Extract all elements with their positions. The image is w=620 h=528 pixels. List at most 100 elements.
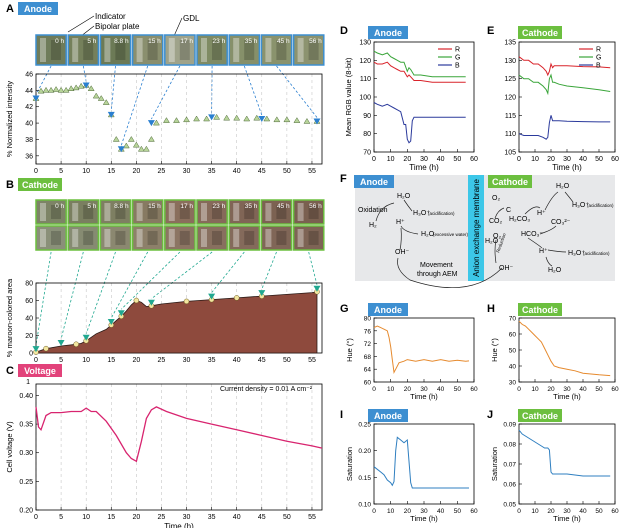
data-point: [72, 84, 80, 91]
photo-image: [99, 34, 132, 66]
y-tick-label: 80: [25, 281, 33, 288]
photo-time-label: 56 h: [309, 203, 322, 210]
panel-letter-f: F: [340, 173, 347, 185]
y-tick-label: 44: [25, 88, 33, 95]
x-tick-label: 30: [563, 386, 571, 393]
photo-shadow: [276, 231, 287, 245]
x-tick-label: 0: [517, 508, 521, 515]
x-tick-label: 10: [531, 156, 539, 163]
photo-image: [99, 199, 132, 225]
data-point: [253, 114, 261, 121]
connector-line: [261, 251, 277, 290]
oxidation-label: Oxidation: [358, 207, 388, 214]
panel-b: B Cathode 0 h 5 h 8.8 h 15 h 17 h 23 h 35 h 45 …: [5, 178, 325, 364]
data-point: [37, 87, 45, 94]
photo-shadow: [51, 40, 61, 60]
x-tick-label: 5: [59, 514, 63, 521]
cathode-tag-j: Cathode: [522, 411, 558, 421]
y-tick-label: 72: [364, 341, 372, 348]
x-tick-label: 15: [107, 357, 115, 364]
data-point: [42, 86, 50, 93]
photo-highlight: [72, 229, 79, 247]
anode-photo-connectors: [35, 65, 318, 146]
photo-time-label: 5 h: [87, 38, 96, 45]
marker-point: [208, 293, 216, 300]
arrow-co2-c: [494, 207, 505, 219]
panel-g: G Anode 0 10 20 30 40 50 60 80 76 72 68 64 60 Hue (°)…: [340, 303, 478, 401]
arrow-h2-oxidation: [375, 202, 395, 222]
x-tick-label: 40: [579, 508, 587, 515]
x-tick-label: 10: [387, 386, 395, 393]
cathode-tag-f: Cathode: [492, 177, 528, 187]
cathode-acid-note-low: (acidification): [583, 251, 610, 256]
x-tick-label: 10: [387, 508, 395, 515]
photo-image: [35, 34, 67, 66]
photo-time-label: 35 h: [245, 203, 258, 210]
chart-j: 0 10 20 30 40 50 60 0.09 0.08 0.07 0.06 0.05 Saturat…: [490, 422, 619, 524]
x-tick-label: 25: [158, 357, 166, 364]
x-tick-label: 50: [283, 514, 291, 521]
y-tick-label: 0.35: [19, 422, 33, 429]
panel-letter-d: D: [340, 25, 348, 37]
x-tick-label: 0: [517, 386, 521, 393]
photo-highlight: [297, 38, 304, 62]
photo-image: [260, 199, 293, 225]
cathode-tag-e: Cathode: [522, 28, 558, 38]
anode-oh: OH⁻: [395, 249, 410, 256]
chart-h: 0 10 20 30 40 50 60 70 60 50 40 30 Hue (°) Time (h): [490, 316, 619, 402]
anode-h2o-top: H₂O: [397, 193, 411, 200]
data-line: [373, 325, 470, 375]
photo-highlight: [104, 38, 111, 62]
data-point: [223, 114, 231, 121]
arrow-movement-aem: [397, 257, 503, 289]
cathode-c: C: [506, 207, 511, 214]
photo-tile: [35, 199, 67, 225]
photo-time-label: 17 h: [180, 38, 193, 45]
photo-shadow: [147, 205, 158, 219]
x-tick-label: 30: [183, 514, 191, 521]
photo-image: [228, 199, 261, 225]
connector-line: [110, 251, 149, 319]
data-point: [147, 135, 155, 142]
photo-tile: [228, 34, 261, 66]
cathode-o2-mid: O₂: [493, 233, 501, 240]
legend-label: B: [455, 63, 460, 70]
callout-indicator: Indicator: [95, 12, 126, 21]
mechanism-arrows: [375, 191, 574, 289]
x-tick-label: 30: [183, 357, 191, 364]
photo-shadow: [51, 231, 61, 245]
legend-label: B: [596, 63, 601, 70]
x-tick-label: 20: [547, 508, 555, 515]
y-axis-label: Hue (°): [490, 338, 499, 362]
marker-point: [147, 299, 155, 306]
cathode-tag-b-bg: [18, 178, 62, 191]
x-tick-label: 0: [34, 168, 38, 175]
x-axis-label: Time (h): [410, 514, 438, 523]
y-tick-label: 0.40: [19, 393, 33, 400]
y-tick-label: 60: [364, 380, 372, 387]
x-tick-label: 60: [611, 156, 619, 163]
arrow-hplus-h3o: [547, 249, 567, 253]
marker-point: [117, 310, 125, 317]
connector-line: [110, 65, 116, 111]
marker-point: [57, 340, 65, 346]
data-line: [518, 429, 611, 477]
series-line-R: [518, 56, 611, 77]
y-tick-label: 40: [25, 121, 33, 128]
photo-time-label: 45 h: [277, 38, 290, 45]
data-point: [173, 117, 180, 123]
photo-highlight: [136, 38, 143, 62]
y-tick-label: 38: [25, 137, 33, 144]
photo-highlight: [201, 229, 207, 247]
data-point: [122, 142, 130, 149]
x-tick-label: 55: [308, 514, 316, 521]
photo-image: [35, 225, 67, 251]
plot-frame: [35, 73, 323, 165]
photo-shadow: [308, 231, 319, 245]
y-tick-label: 0.25: [358, 422, 371, 429]
legend-label: G: [596, 55, 601, 62]
photo-highlight: [40, 229, 46, 247]
arrow-oh-hplus: [399, 227, 402, 251]
photo-tile: [99, 34, 132, 66]
data-point: [102, 99, 110, 105]
